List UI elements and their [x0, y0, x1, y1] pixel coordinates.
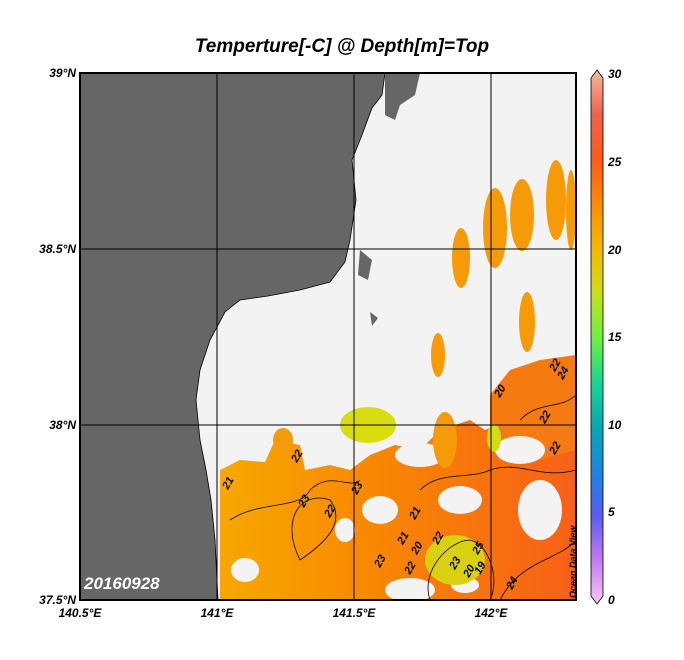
- lon-tick: 140.5°E: [58, 606, 102, 620]
- contour-label: 22: [547, 357, 564, 374]
- colorbar-tick: 5: [608, 505, 615, 519]
- contour-label: 22: [402, 560, 419, 577]
- contour-label: 23: [349, 480, 366, 497]
- temperature-field-east: [490, 355, 576, 460]
- contour-label: 21: [407, 505, 424, 522]
- cool-patch: [487, 424, 501, 452]
- lat-tick: 37.5°N: [39, 593, 76, 607]
- ocean-data-view-watermark: Ocean Data View: [568, 525, 578, 598]
- lat-tick: 38.5°N: [39, 242, 76, 256]
- contour-lines: [229, 394, 576, 600]
- contour-label: 23: [296, 493, 313, 510]
- colorbar-tick: 0: [608, 593, 615, 607]
- map-frame: [79, 72, 577, 601]
- lon-tick: 141°E: [200, 606, 234, 620]
- contour-labels: 2122232223212220212223202222232422241920…: [220, 357, 572, 592]
- colorbar: [590, 69, 604, 605]
- data-gaps: [231, 436, 562, 600]
- contour-label: 22: [537, 409, 554, 426]
- map-title: Temperture[-C] @ Depth[m]=Top: [194, 36, 490, 57]
- colorbar-tick: 10: [608, 418, 622, 432]
- colorbar-tick: 25: [608, 155, 622, 169]
- colorbar-tick: 20: [608, 243, 622, 257]
- date-label: 20160928: [84, 574, 160, 593]
- contour-label: 24: [504, 575, 521, 592]
- contour-label: 21: [395, 530, 412, 547]
- contour-label: 23: [372, 553, 389, 570]
- lat-tick: 39°N: [49, 66, 76, 80]
- contour-label: 22: [289, 448, 306, 465]
- contour-label: 22: [430, 530, 447, 547]
- colorbar-tick: 15: [608, 330, 622, 344]
- lon-tick: 141.5°E: [332, 606, 376, 620]
- isolated-patches: [273, 160, 576, 468]
- contour-label: 22: [547, 440, 564, 457]
- contour-label: 23: [447, 555, 464, 572]
- contour-label: 21: [220, 475, 237, 492]
- colorbar-tick: 30: [608, 67, 622, 81]
- contour-label: 24: [555, 365, 572, 382]
- contour-label: 22: [322, 503, 339, 520]
- grid-lines: [80, 73, 576, 600]
- cool-patch: [425, 535, 485, 585]
- lon-tick: 142°E: [474, 606, 508, 620]
- land-mass: [80, 73, 386, 600]
- lat-tick: 38°N: [49, 418, 76, 432]
